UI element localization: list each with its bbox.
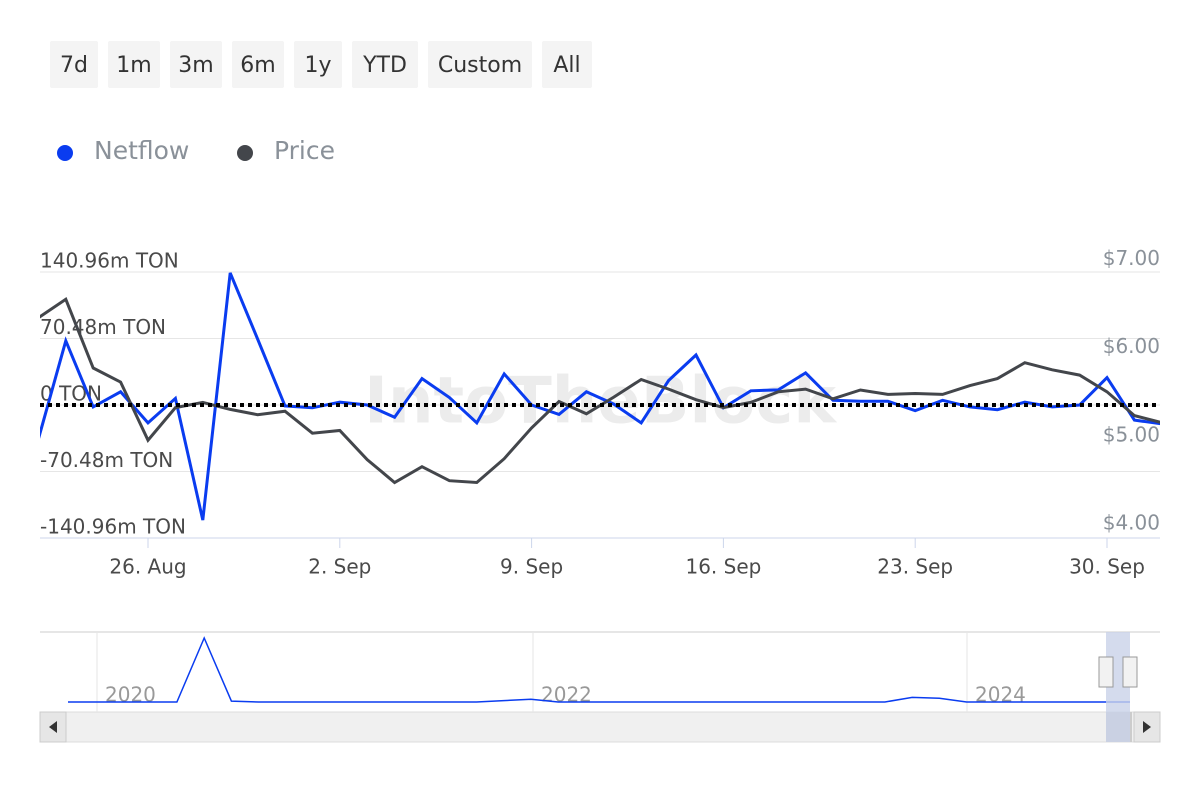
navigator-handle[interactable]: [1122, 656, 1138, 688]
button-label[interactable]: 6m: [240, 53, 275, 78]
legend-label[interactable]: Price: [274, 136, 335, 165]
button-bg: [108, 41, 160, 88]
x-tick-label: 26. Aug: [109, 555, 186, 579]
navigator-year: 2020: [105, 683, 156, 707]
button-label[interactable]: 3m: [178, 53, 213, 78]
range-button[interactable]: Custom: [428, 41, 532, 88]
range-button[interactable]: All: [542, 41, 592, 88]
navigator-line: [68, 636, 1130, 703]
x-tick-label: 2. Sep: [308, 555, 371, 579]
y-tick-label: -70.48m TON: [40, 448, 173, 472]
button-label[interactable]: Custom: [438, 53, 522, 78]
button-label[interactable]: 7d: [60, 53, 88, 78]
button-bg: [50, 41, 98, 88]
x-tick-label: 30. Sep: [1069, 555, 1145, 579]
navigator-handle[interactable]: [1098, 656, 1114, 688]
button-label[interactable]: All: [553, 53, 580, 78]
button-bg: [170, 41, 222, 88]
navigator-year: 2024: [975, 683, 1026, 707]
watermark: IntoTheBlock: [364, 365, 837, 439]
x-tick-label: 23. Sep: [877, 555, 953, 579]
arrow-icon: [1143, 721, 1151, 733]
y2-tick-label: $4.00: [1103, 510, 1160, 534]
y2-tick-label: $6.00: [1103, 334, 1160, 358]
navigator-year: 2022: [541, 683, 592, 707]
y2-tick-label: $5.00: [1103, 422, 1160, 446]
button-label[interactable]: 1m: [116, 53, 151, 78]
button-label[interactable]: 1y: [304, 53, 331, 78]
y-tick-label: 140.96m TON: [40, 249, 179, 273]
x-tick-label: 9. Sep: [500, 555, 563, 579]
legend-marker: [237, 145, 253, 161]
button-bg: [352, 41, 418, 88]
button-bg: [232, 41, 284, 88]
button-label[interactable]: YTD: [362, 53, 407, 78]
button-bg: [428, 41, 532, 88]
y-tick-label: -140.96m TON: [40, 515, 186, 539]
legend-label[interactable]: Netflow: [94, 136, 189, 165]
x-tick-label: 16. Sep: [685, 555, 761, 579]
y-tick-label: 70.48m TON: [40, 315, 166, 339]
range-button[interactable]: 1y: [294, 41, 342, 88]
range-button[interactable]: YTD: [352, 41, 418, 88]
range-button[interactable]: 3m: [170, 41, 222, 88]
scrollbar[interactable]: [39, 711, 1161, 743]
y2-tick-label: $7.00: [1103, 246, 1160, 270]
range-button[interactable]: 6m: [232, 41, 284, 88]
series-line: [40, 272, 1160, 521]
arrow-icon: [49, 721, 57, 733]
range-button[interactable]: 1m: [108, 41, 160, 88]
legend-marker: [57, 145, 73, 161]
range-button[interactable]: 7d: [50, 41, 98, 88]
button-bg: [294, 41, 342, 88]
button-bg: [542, 41, 592, 88]
